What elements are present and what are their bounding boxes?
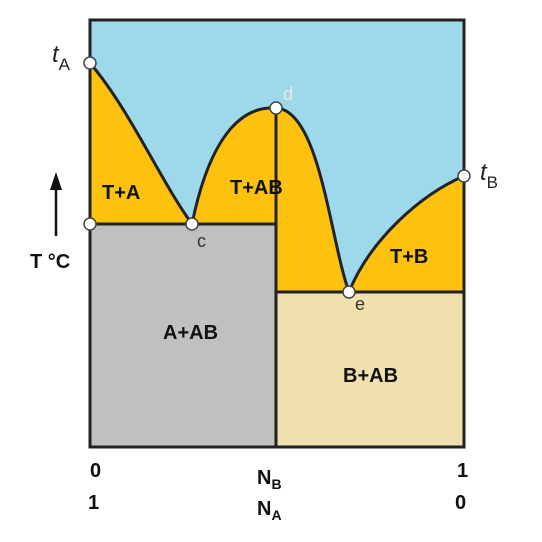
solid-region-a — [90, 224, 276, 447]
point-label: e — [355, 294, 365, 314]
point-label: tA — [52, 41, 71, 74]
point-label: c — [197, 231, 206, 251]
point-label: tB — [480, 159, 498, 192]
region-label: T+AB — [230, 177, 283, 199]
x-axis-label: 0 — [90, 460, 101, 482]
region-label: T+B — [390, 246, 428, 268]
frame — [88, 18, 466, 449]
point-label: d — [283, 84, 293, 104]
x-axis-label: 0 — [455, 492, 466, 514]
region-label: T+A — [102, 182, 140, 204]
solidus-lines — [90, 108, 464, 447]
region-label: B+AB — [343, 365, 398, 387]
x-axis-label: 1 — [88, 492, 99, 514]
axis-arrowhead — [50, 172, 62, 190]
x-axis-label: NB — [257, 467, 282, 492]
x-axis-label: NA — [257, 498, 282, 523]
key-points — [83, 56, 471, 299]
solid-region-b — [276, 292, 464, 447]
y-axis-label: T °C — [30, 251, 70, 273]
x-axis-label: 1 — [457, 460, 468, 482]
region-label: A+AB — [163, 322, 218, 344]
